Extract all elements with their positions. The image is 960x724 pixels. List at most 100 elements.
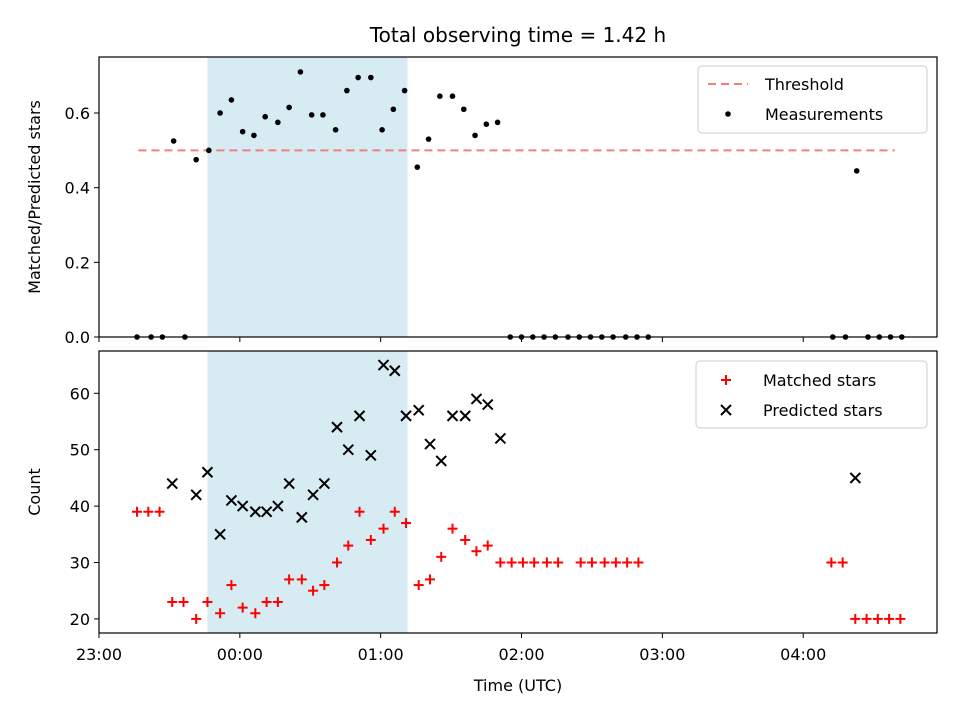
- predicted-star-point: [166, 477, 178, 490]
- matched-star-point: [191, 613, 202, 624]
- predicted-star-point: [389, 365, 401, 377]
- plot-frame: [98, 350, 938, 634]
- x-b: [190, 489, 202, 501]
- x-b: [459, 410, 471, 422]
- matched-star-point: [143, 506, 154, 517]
- matched-star-point: [332, 557, 343, 568]
- measurement-point: [368, 74, 374, 81]
- matched-star-point: [895, 613, 906, 624]
- matched-star-point: [389, 506, 400, 517]
- chart-title: Total observing time = 1.42 h: [369, 23, 666, 47]
- matched-star-point: [471, 546, 482, 557]
- matched-star-point: [261, 596, 272, 607]
- matched-star-point: [610, 557, 621, 568]
- y-axis-label: Count: [25, 468, 44, 516]
- x-tick-label: 02:00: [498, 645, 544, 664]
- measurement-point: [320, 112, 326, 118]
- matched-star-point: [633, 557, 644, 568]
- predicted-star-point: [482, 398, 494, 411]
- measurement-point: [239, 128, 246, 135]
- measurement-point: [170, 138, 177, 144]
- measurement-point: [286, 104, 292, 111]
- matched-star-point: [167, 596, 178, 607]
- matched-star-point: [132, 506, 143, 517]
- matched-star-point: [413, 580, 424, 591]
- x-b: [353, 410, 366, 422]
- matched-star-point: [354, 506, 365, 517]
- predicted-star-point: [470, 393, 483, 405]
- matched-star-point: [319, 580, 330, 591]
- measurement-point: [193, 156, 199, 163]
- x-b: [446, 410, 459, 422]
- bottom-panel: 20 30 40 50 60 23:00 00:00 01:00 02:00 03:00 04:00…: [25, 350, 938, 695]
- matched-star-point: [575, 557, 586, 568]
- x-b: [201, 466, 214, 478]
- top-panel: 0.0 0.2 0.4 0.6 Matched/Predicted stars Thres…: [25, 56, 938, 347]
- x-tick-label: 04:00: [780, 645, 826, 664]
- matched-star-point: [529, 557, 540, 568]
- matched-star-point: [226, 580, 237, 591]
- x-axis-label: Time (UTC): [473, 676, 562, 695]
- measurement-point: [472, 132, 478, 139]
- matched-star-point: [826, 557, 837, 568]
- y-tick-label: 40: [70, 497, 90, 516]
- predicted-star-point: [190, 489, 202, 501]
- x-tick-label: 23:00: [76, 645, 122, 664]
- matched-star-point: [586, 557, 597, 568]
- matched-star-point: [178, 596, 189, 607]
- x-b: [307, 489, 319, 501]
- shaded-region: [207, 351, 408, 633]
- legend-box: [697, 65, 928, 134]
- x-b: [296, 511, 308, 524]
- predicted-star-point: [214, 528, 226, 541]
- x-b: [849, 472, 862, 484]
- matched-star-point: [154, 506, 165, 517]
- predicted-star-point: [413, 404, 425, 416]
- predicted-star-point: [249, 506, 262, 518]
- y-tick-label: 50: [70, 441, 90, 460]
- matched-star-point: [296, 574, 307, 585]
- measurement-point: [853, 168, 860, 174]
- y-tick-label: 0.2: [65, 253, 90, 272]
- measurement-point: [414, 164, 421, 170]
- matched-star-point: [482, 540, 493, 551]
- measurement-point: [390, 106, 397, 113]
- x-b: [389, 365, 401, 377]
- predicted-star-point: [353, 410, 366, 422]
- predicted-star-point: [272, 500, 284, 512]
- predicted-star-point: [318, 477, 331, 490]
- legend-box: [695, 360, 928, 429]
- y-tick-label: 0.0: [65, 328, 90, 347]
- matched-star-point: [837, 557, 848, 568]
- predicted-star-point: [342, 443, 354, 456]
- predicted-star-point: [459, 410, 471, 422]
- y-tick-label: 20: [70, 610, 90, 629]
- matched-star-point: [622, 557, 633, 568]
- matched-star-point: [884, 613, 895, 624]
- matched-star-point: [401, 518, 412, 529]
- matched-star-point: [517, 557, 528, 568]
- x-b: [720, 404, 732, 416]
- matched-star-point: [284, 574, 295, 585]
- matched-star-point: [237, 602, 248, 613]
- x-b: [413, 404, 425, 416]
- measurement-point: [332, 127, 339, 133]
- matched-star-point: [308, 585, 319, 596]
- predicted-star-point: [377, 359, 390, 371]
- measurement-point: [460, 106, 467, 113]
- predicted-star-point: [494, 432, 507, 445]
- measurement-point: [228, 97, 235, 103]
- x-b: [225, 494, 238, 507]
- measurement-point: [425, 136, 432, 142]
- measurement-point: [262, 113, 268, 120]
- x-b: [318, 477, 331, 490]
- measurement-point: [297, 69, 304, 75]
- x-b: [236, 500, 249, 512]
- predicted-star-point: [365, 449, 377, 462]
- x-b: [377, 359, 390, 371]
- predicted-star-point: [201, 466, 214, 478]
- matched-star-point: [447, 523, 458, 534]
- matched-star-point: [850, 613, 861, 624]
- matched-star-point: [202, 596, 213, 607]
